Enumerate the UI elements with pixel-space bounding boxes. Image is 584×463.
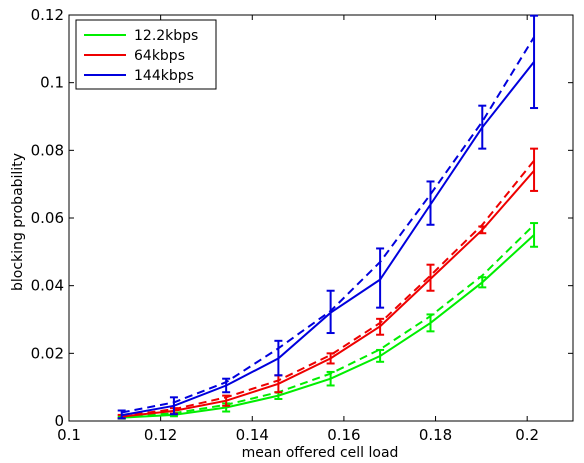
- x-tick-label: 0.12: [144, 426, 177, 444]
- error-bar-64kbps: [376, 317, 385, 336]
- error-bar-144kbps: [222, 377, 231, 394]
- error-bar-12-2kbps: [326, 370, 335, 387]
- error-bar-144kbps: [478, 104, 487, 150]
- x-tick-label: 0.1: [57, 426, 81, 444]
- error-bar-12-2kbps: [478, 276, 487, 289]
- y-tick-label: 0.04: [31, 277, 64, 295]
- x-axis-label: mean offered cell load: [242, 445, 399, 461]
- y-tick-label: 0.02: [31, 344, 64, 362]
- error-bar-12-2kbps: [376, 348, 385, 363]
- legend: 12.2kbps 64kbps 144kbps: [75, 19, 217, 90]
- error-bar-144kbps: [530, 14, 539, 110]
- legend-label-12-2kbps: 12.2kbps: [134, 28, 198, 44]
- error-bar-64kbps: [326, 352, 335, 365]
- error-bar-144kbps: [426, 180, 435, 226]
- error-bar-144kbps: [169, 396, 178, 416]
- error-bar-144kbps: [274, 339, 283, 377]
- error-bar-144kbps: [117, 409, 126, 420]
- series-144kbps: [117, 14, 539, 420]
- x-tick-label: 0.14: [236, 426, 269, 444]
- x-tick-label: 0.18: [419, 426, 452, 444]
- error-bar-64kbps: [530, 147, 539, 192]
- y-axis: 0 0.02 0.04 0.06 0.08 0.1 0.12: [31, 6, 573, 430]
- legend-label-144kbps: 144kbps: [134, 68, 194, 84]
- x-axis: 0.1 0.12 0.14 0.16 0.18 0.2: [57, 15, 539, 444]
- y-tick-label: 0.08: [31, 141, 64, 159]
- y-tick-label: 0.06: [31, 209, 64, 227]
- error-bar-144kbps: [376, 247, 385, 309]
- error-bar-64kbps: [478, 225, 487, 235]
- series-layer: [117, 14, 539, 420]
- y-tick-label: 0.1: [40, 74, 64, 92]
- error-bar-12-2kbps: [530, 222, 539, 248]
- legend-label-64kbps: 64kbps: [134, 48, 185, 64]
- error-bar-64kbps: [426, 263, 435, 292]
- y-tick-label: 0.12: [31, 6, 64, 24]
- x-tick-label: 0.2: [515, 426, 539, 444]
- x-tick-label: 0.16: [327, 426, 360, 444]
- error-bar-64kbps: [222, 394, 231, 407]
- y-tick-label: 0: [54, 412, 64, 430]
- series-12-2kbps: [117, 222, 539, 420]
- y-axis-label: blocking probability: [10, 153, 26, 291]
- error-bar-144kbps: [326, 289, 335, 335]
- series-line-dashed-64kbps: [121, 159, 535, 417]
- error-bar-12-2kbps: [426, 313, 435, 333]
